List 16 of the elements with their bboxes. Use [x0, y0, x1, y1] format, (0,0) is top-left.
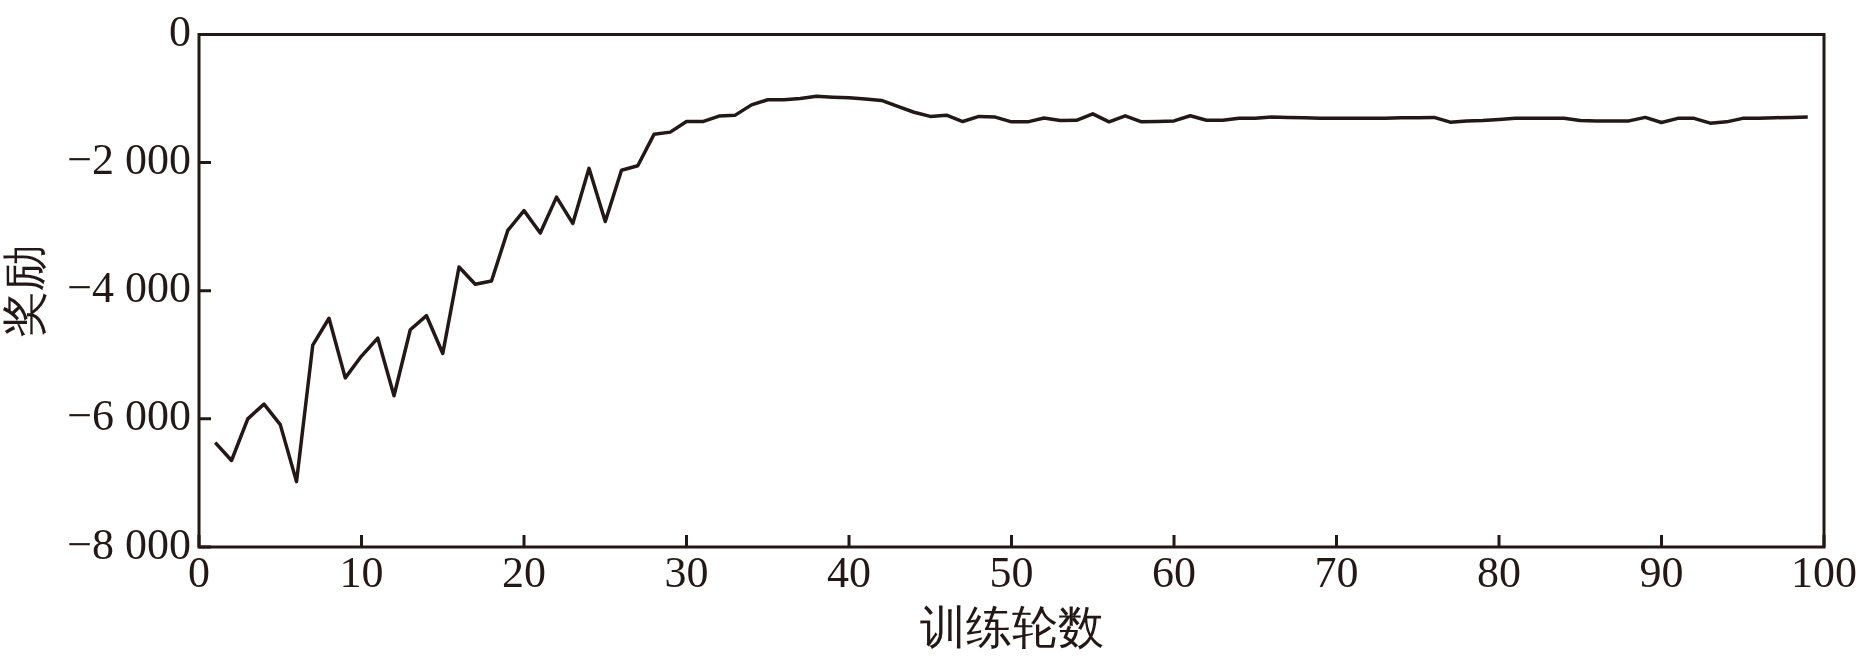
y-tick-label: 0 [169, 6, 192, 56]
x-tick-label: 20 [502, 547, 547, 597]
x-tick-label: 80 [1477, 547, 1521, 597]
y-tick-label: −2 000 [67, 135, 192, 185]
x-axis-title: 训练轮数 [919, 602, 1104, 654]
x-tick-label: 30 [664, 547, 709, 597]
x-tick-label: 10 [339, 547, 384, 597]
x-tick-label: 90 [1639, 547, 1684, 597]
x-tick-label: 60 [1152, 547, 1197, 597]
y-tick-label: −6 000 [67, 391, 192, 441]
x-tick-label: 40 [827, 547, 872, 597]
x-tick-label: 50 [989, 547, 1034, 597]
y-tick-label: −4 000 [67, 263, 192, 313]
x-tick-label: 70 [1314, 547, 1359, 597]
y-axis-title: 奖励 [0, 244, 50, 337]
x-tick-label: 100 [1791, 547, 1857, 597]
